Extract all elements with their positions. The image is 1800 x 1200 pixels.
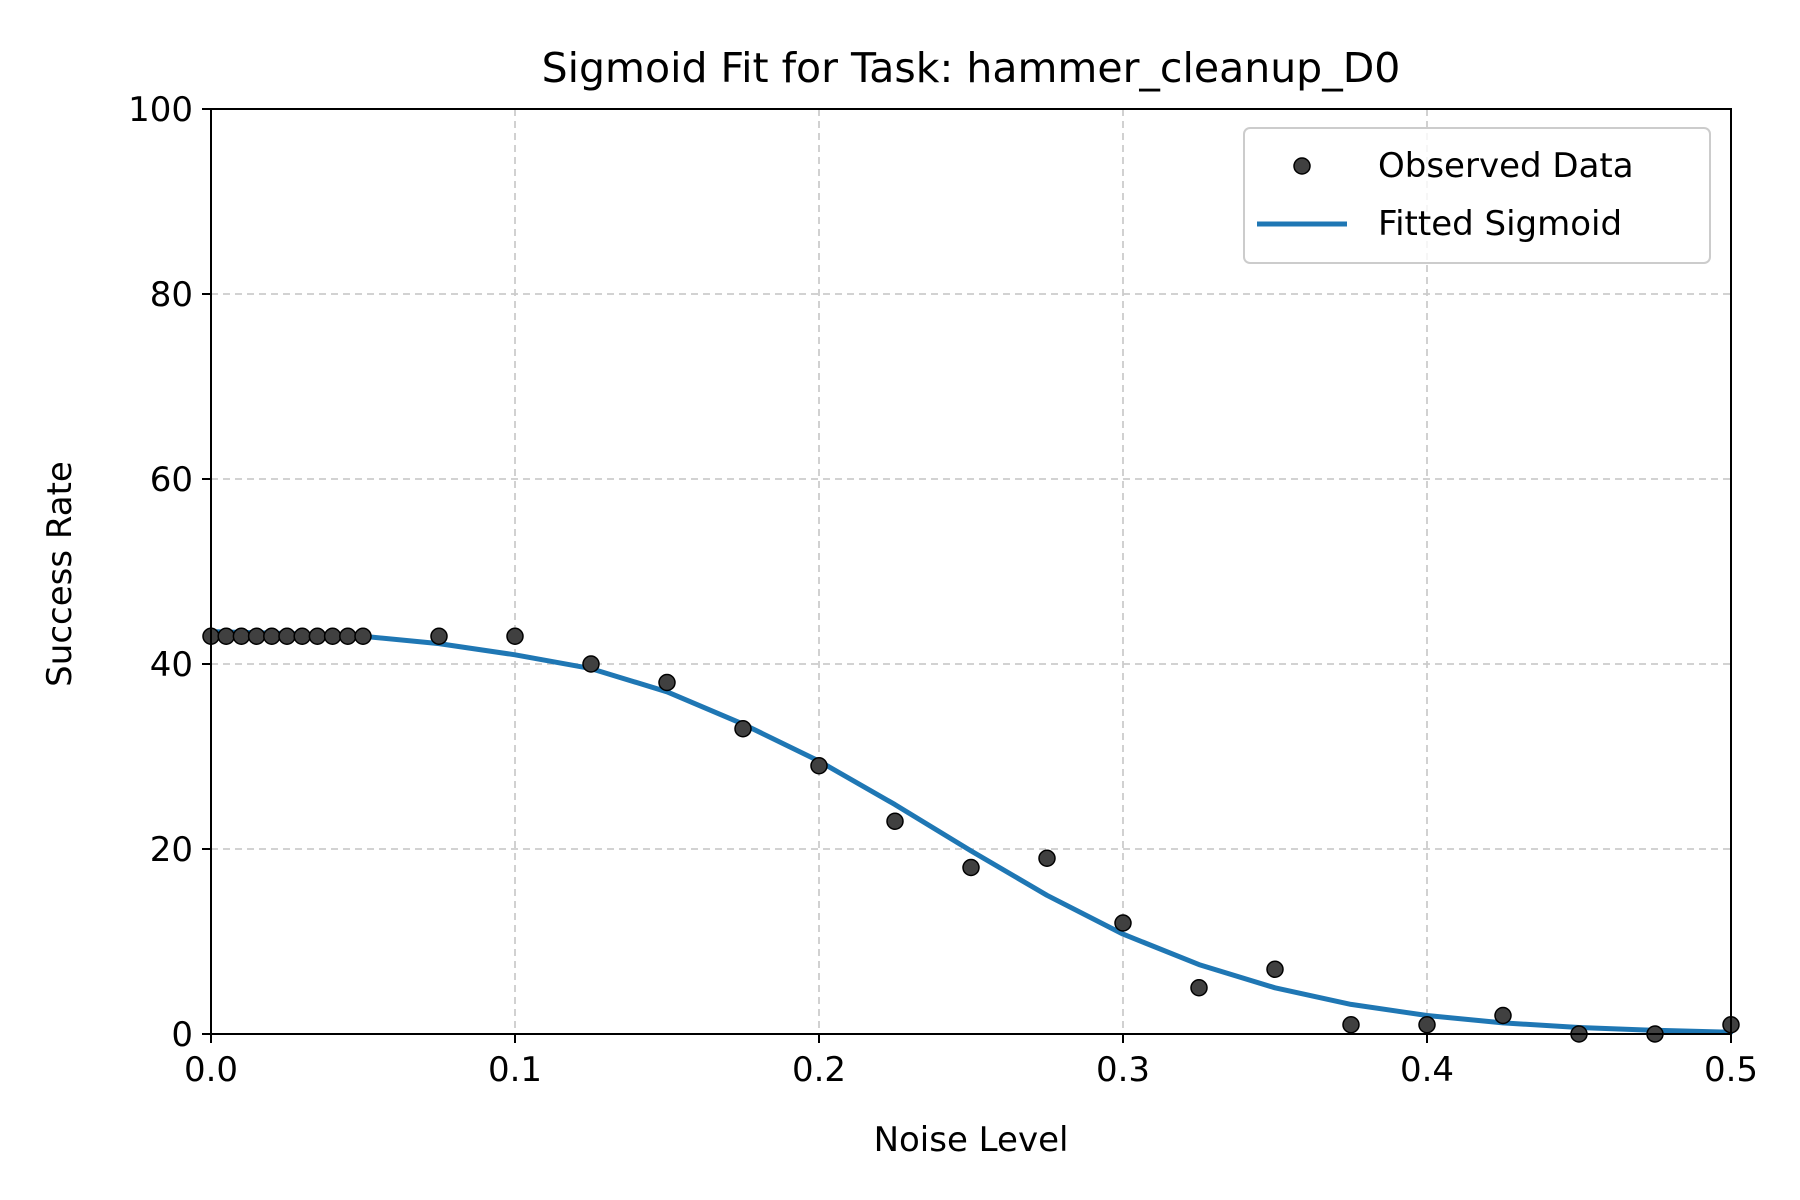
legend-fit-label: Fitted Sigmoid	[1378, 204, 1622, 244]
x-tick-label: 0.4	[1400, 1050, 1454, 1090]
observed-data-point	[308, 627, 327, 645]
y-tick-label: 40	[150, 645, 193, 685]
observed-data-point	[1114, 914, 1132, 932]
observed-data-point	[582, 655, 600, 673]
legend-box	[1243, 127, 1711, 264]
observed-data-point	[232, 627, 251, 645]
x-tick-label: 0.2	[792, 1050, 846, 1090]
observed-data-point	[278, 627, 296, 645]
observed-data-point	[430, 627, 448, 645]
observed-data-point	[962, 858, 980, 877]
fitted-sigmoid-layer	[208, 629, 1734, 1035]
plot-frame	[210, 108, 1732, 1035]
y-axis-label: Success Rate	[40, 461, 80, 687]
observed-data-point	[354, 627, 372, 645]
legend-observed-marker	[1293, 157, 1311, 175]
observed-data-point	[323, 627, 342, 645]
observed-data-point	[658, 673, 676, 692]
observed-data-point	[1342, 1016, 1360, 1034]
observed-data-point	[810, 757, 828, 775]
legend-observed-label: Observed Data	[1378, 146, 1634, 186]
observed-data-point	[506, 627, 524, 645]
observed-data-point	[1266, 960, 1284, 978]
observed-data-point	[217, 627, 235, 645]
y-tick-label: 0	[171, 1015, 193, 1055]
observed-data-point	[1494, 1006, 1512, 1025]
axis-ticks: 0.0 0.1 0.2 0.3 0.4 0.5 0 20 40 60 80 100	[128, 90, 1758, 1090]
fitted-sigmoid-line	[208, 629, 1734, 1035]
x-tick-label: 0.5	[1704, 1050, 1758, 1090]
x-tick-label: 0.0	[184, 1050, 238, 1090]
observed-data-point	[247, 627, 266, 645]
x-tick-label: 0.1	[488, 1050, 542, 1090]
observed-data-point	[1038, 849, 1056, 867]
observed-data-point	[886, 812, 904, 830]
observed-data-point	[1418, 1016, 1436, 1034]
observed-data-point	[263, 627, 281, 645]
observed-data-point	[339, 627, 357, 645]
observed-data-point	[734, 720, 752, 738]
y-tick-label: 80	[150, 275, 193, 315]
observed-data-point	[1190, 979, 1208, 997]
y-tick-label: 100	[128, 90, 193, 130]
x-axis-label: Noise Level	[874, 1120, 1069, 1160]
y-tick-label: 20	[150, 830, 193, 870]
observed-data-point	[293, 627, 311, 645]
y-tick-label: 60	[150, 460, 193, 500]
chart-title: Sigmoid Fit for Task: hammer_cleanup_D0	[542, 44, 1401, 92]
x-tick-label: 0.3	[1096, 1050, 1150, 1090]
legend: Observed Data Fitted Sigmoid	[1243, 127, 1711, 264]
